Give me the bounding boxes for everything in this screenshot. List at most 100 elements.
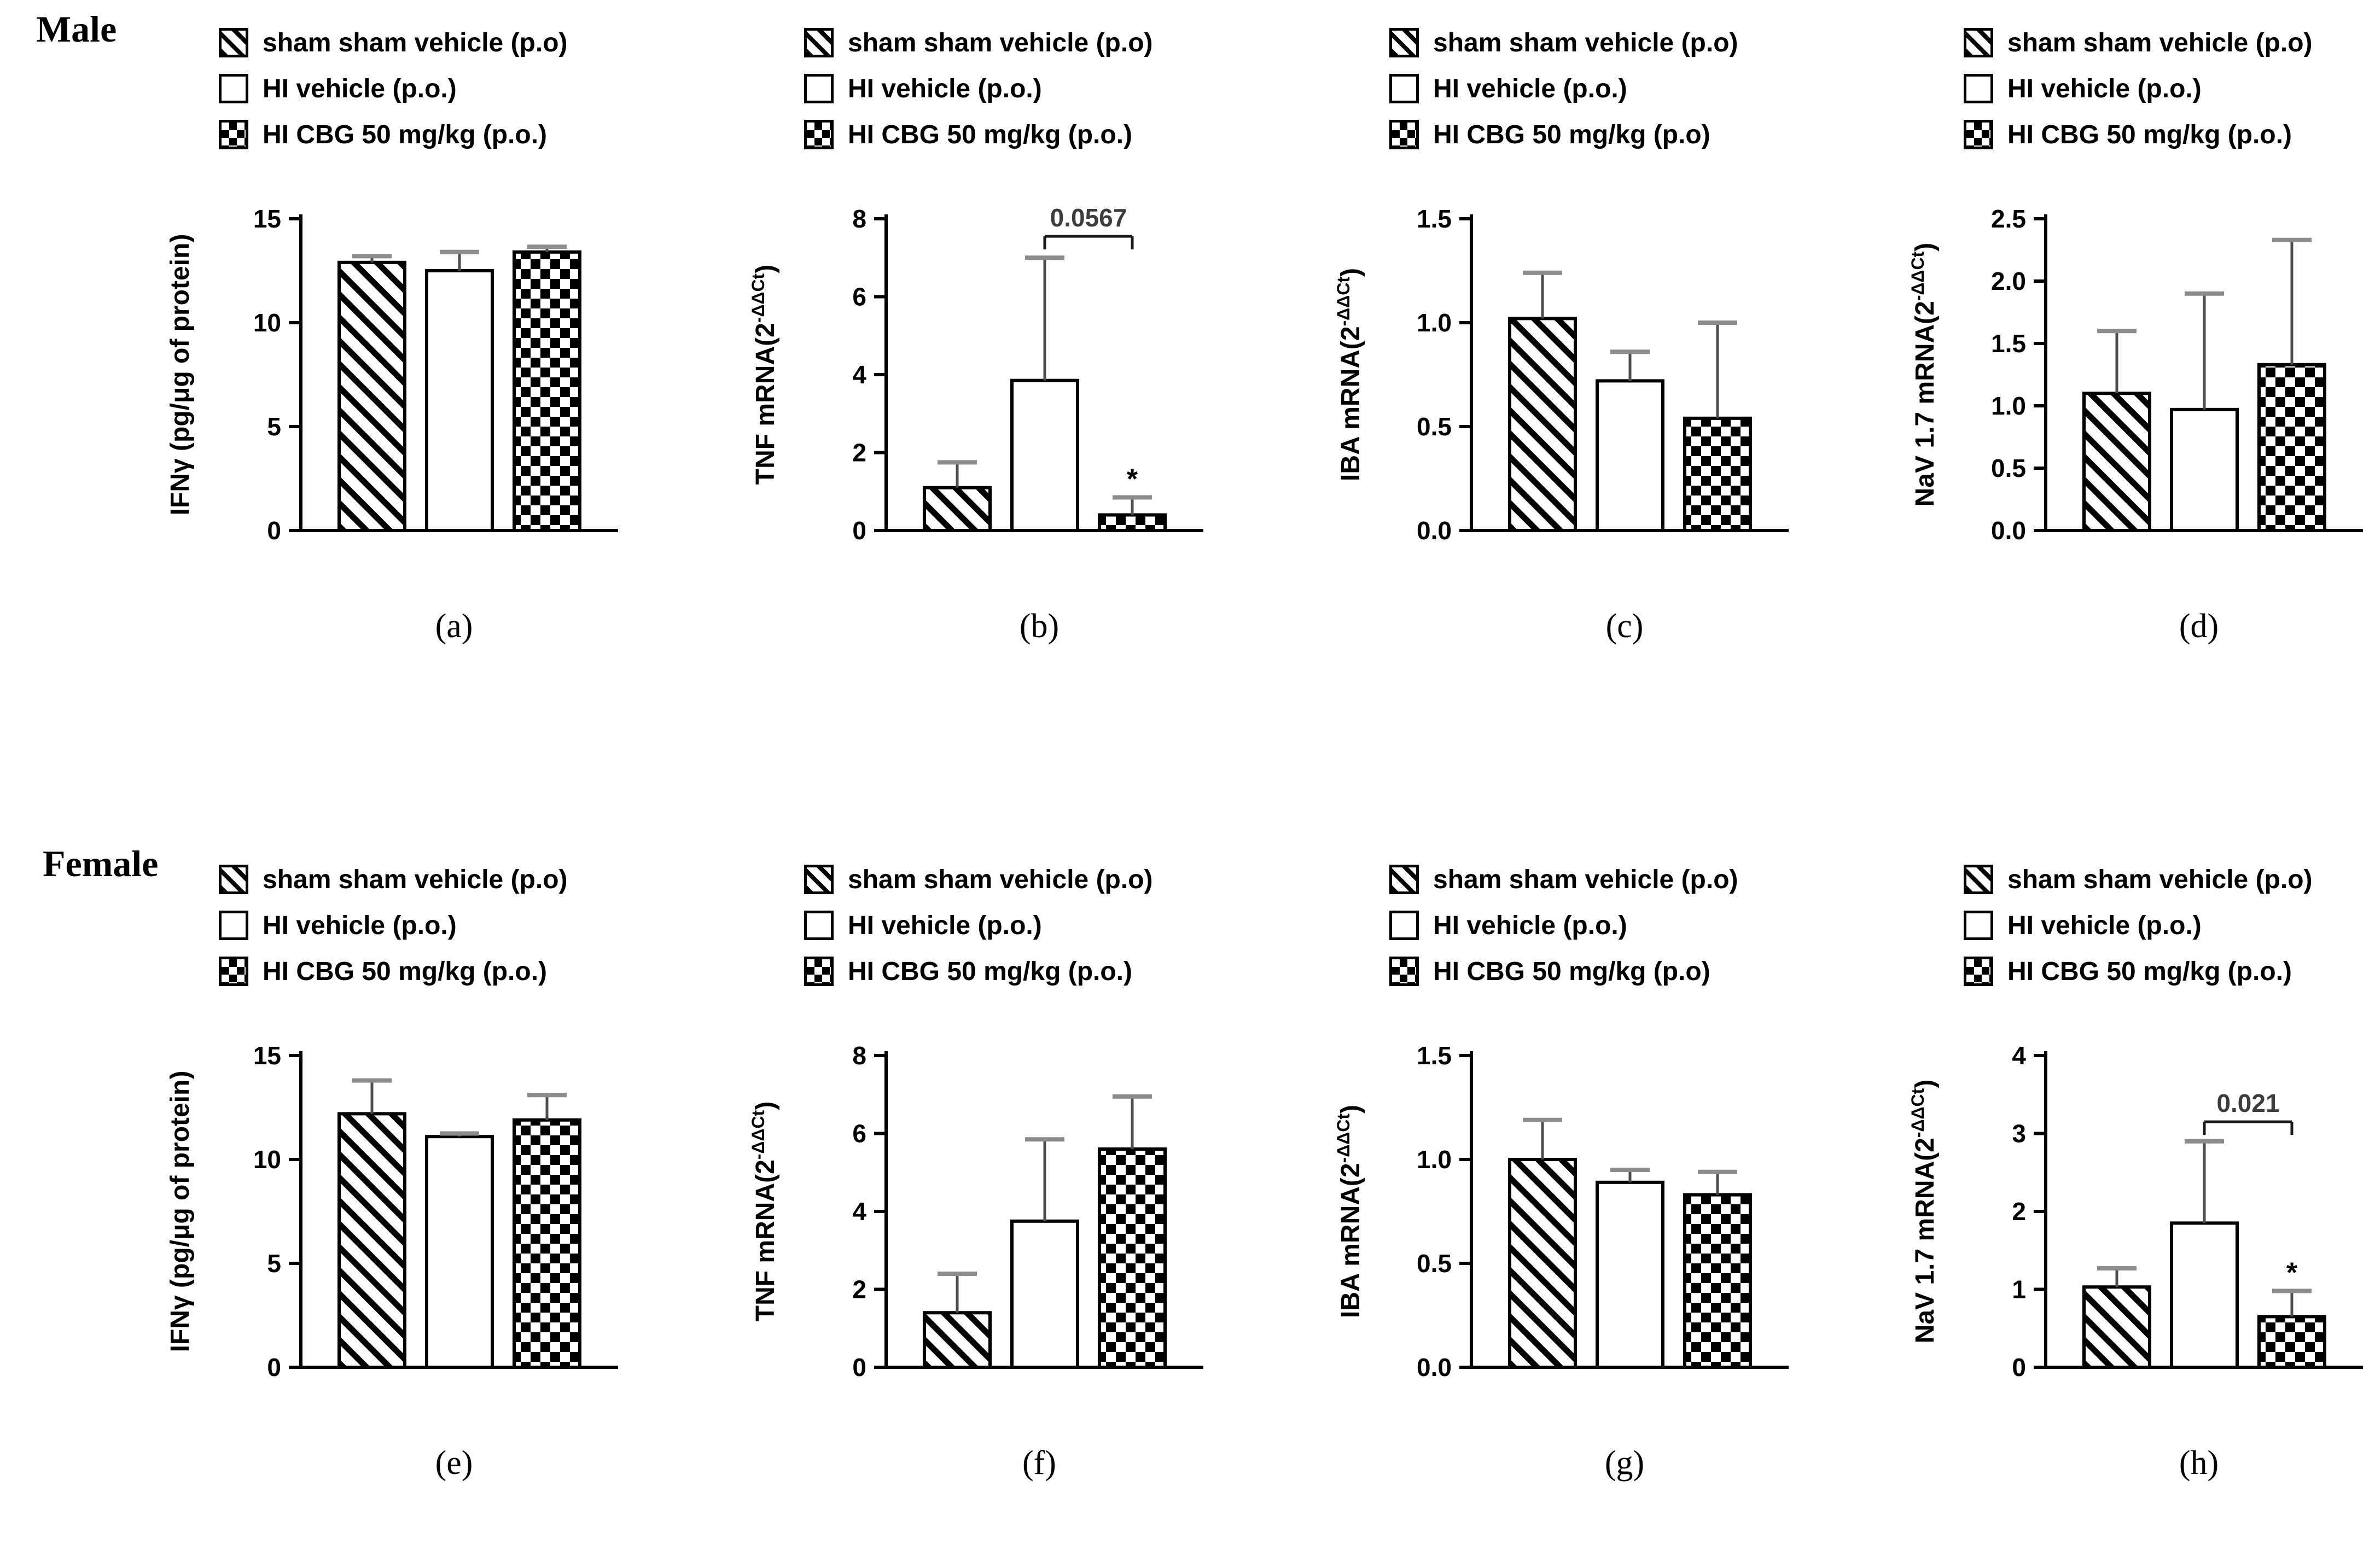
y-tick-label: 1.5 <box>1417 1041 1452 1070</box>
section-title-male: Male <box>36 8 117 50</box>
legend-label: HI CBG 50 mg/kg (p.o.) <box>263 120 548 149</box>
y-tick-label: 0.0 <box>1417 516 1452 545</box>
chart-svg: 0 2 4 6 8 TNF mRNA(2-ΔΔCt) <box>748 1041 1203 1382</box>
legend: sham sham vehicle (p.o) HI vehicle (p.o.)… <box>219 27 568 165</box>
y-tick-label: 1.0 <box>1991 392 2026 420</box>
bar <box>923 1311 992 1369</box>
y-axis-label: TNF mRNA(2-ΔΔCt) <box>748 265 780 485</box>
bar-chart-a: 0 5 10 15 IFNγ (pg/μg of protein) <box>137 180 684 574</box>
diagonal-stripes-swatch <box>1389 865 1419 894</box>
legend-label: HI vehicle (p.o.) <box>263 911 457 940</box>
bar-chart-f: 0 2 4 6 8 TNF mRNA(2-ΔΔCt) <box>722 1017 1269 1411</box>
checkerboard-swatch <box>1964 120 1993 149</box>
plain-white-swatch <box>804 911 834 940</box>
legend-label: HI CBG 50 mg/kg (p.o.) <box>263 957 548 986</box>
plain-white-swatch <box>1389 911 1419 940</box>
bar-chart-d: 0.0 0.5 1.0 1.5 2.0 2.5 NaV 1.7 mRNA(2-ΔΔCt) <box>1882 180 2375 574</box>
legend-label: sham sham vehicle (p.o) <box>263 865 568 894</box>
chart-svg: 0 2 4 6 8 TNF mRNA(2-ΔΔCt) 0.0567 * <box>748 203 1203 545</box>
plain-white-swatch <box>804 74 834 103</box>
legend-label: sham sham vehicle (p.o) <box>2007 865 2313 894</box>
panel-letter: (c) <box>1605 608 1644 645</box>
y-tick-label: 0 <box>267 1353 281 1382</box>
legend-label: HI CBG 50 mg/kg (p.o) <box>1433 957 1710 986</box>
legend-item: HI CBG 50 mg/kg (p.o.) <box>804 119 1153 150</box>
y-tick-label: 10 <box>253 1145 281 1174</box>
legend: sham sham vehicle (p.o) HI vehicle (p.o.)… <box>1389 864 1738 1002</box>
y-tick-label: 2.0 <box>1991 267 2026 295</box>
legend-label: HI vehicle (p.o.) <box>1433 911 1627 940</box>
legend-item: sham sham vehicle (p.o) <box>804 27 1153 58</box>
legend-label: HI vehicle (p.o.) <box>263 74 457 103</box>
bar-chart-c: 0.0 0.5 1.0 1.5 IBA mRNA(2-ΔΔCt) <box>1307 180 1854 574</box>
panel-letter: (h) <box>2179 1444 2219 1482</box>
bar <box>1683 416 1752 532</box>
bar <box>1508 317 1577 532</box>
y-tick-label: 0 <box>852 516 866 545</box>
bar <box>1683 1193 1752 1369</box>
chart-svg: 0 1 2 3 4 NaV 1.7 mRNA(2-ΔΔCt) 0.021 * <box>1908 1041 2363 1382</box>
panel-letter: (d) <box>2179 608 2219 645</box>
diagonal-stripes-swatch <box>219 865 248 894</box>
y-tick-label: 8 <box>852 1041 866 1070</box>
y-tick-label: 2 <box>852 1275 866 1304</box>
panel-b: sham sham vehicle (p.o) HI vehicle (p.o.)… <box>722 22 1269 788</box>
chart-svg: 0 5 10 15 IFNγ (pg/μg of protein) <box>166 205 618 545</box>
checkerboard-swatch <box>1964 957 1993 986</box>
y-axis-label: NaV 1.7 mRNA(2-ΔΔCt) <box>1908 243 1940 507</box>
bar <box>337 1112 406 1369</box>
y-tick-label: 15 <box>253 205 281 233</box>
legend-item: HI CBG 50 mg/kg (p.o.) <box>1964 119 2313 150</box>
y-tick-label: 2 <box>2012 1197 2026 1226</box>
y-axis-label: IBA mRNA(2-ΔΔCt) <box>1334 1105 1365 1318</box>
y-tick-label: 0.5 <box>1417 412 1452 441</box>
y-tick-label: 2.5 <box>1991 205 2026 233</box>
bar <box>1010 378 1079 532</box>
p-value-label: 0.021 <box>2216 1089 2279 1117</box>
checkerboard-swatch <box>804 120 834 149</box>
y-tick-label: 6 <box>852 283 866 311</box>
y-tick-label: 0.0 <box>1991 516 2026 545</box>
panel-c: sham sham vehicle (p.o) HI vehicle (p.o.)… <box>1307 22 1854 788</box>
plain-white-swatch <box>1964 74 1993 103</box>
bar <box>1098 513 1167 532</box>
checkerboard-swatch <box>804 957 834 986</box>
y-axis-label: IFNγ (pg/μg of protein) <box>166 1071 195 1353</box>
legend-item: sham sham vehicle (p.o) <box>804 864 1153 895</box>
y-axis-label: NaV 1.7 mRNA(2-ΔΔCt) <box>1908 1080 1940 1344</box>
legend: sham sham vehicle (p.o) HI vehicle (p.o.)… <box>804 864 1153 1002</box>
significance-star: * <box>2286 1257 2298 1289</box>
legend-item: sham sham vehicle (p.o) <box>1964 27 2313 58</box>
legend-item: sham sham vehicle (p.o) <box>219 27 568 58</box>
bar <box>2257 363 2326 532</box>
checkerboard-swatch <box>219 120 248 149</box>
panel-f: sham sham vehicle (p.o) HI vehicle (p.o.)… <box>722 859 1269 1568</box>
legend-label: sham sham vehicle (p.o) <box>848 28 1153 57</box>
bar <box>2170 1221 2239 1369</box>
bar-chart-g: 0.0 0.5 1.0 1.5 IBA mRNA(2-ΔΔCt) <box>1307 1017 1854 1411</box>
p-value-label: 0.0567 <box>1050 203 1127 232</box>
panel-letter: (f) <box>1022 1444 1056 1482</box>
y-tick-label: 5 <box>267 1249 281 1278</box>
section-title-female: Female <box>43 843 159 884</box>
legend-label: sham sham vehicle (p.o) <box>1433 28 1738 57</box>
y-tick-label: 0 <box>267 516 281 545</box>
chart-svg: 0.0 0.5 1.0 1.5 IBA mRNA(2-ΔΔCt) <box>1334 1041 1789 1382</box>
y-tick-label: 4 <box>852 360 866 389</box>
legend-item: sham sham vehicle (p.o) <box>1389 864 1738 895</box>
bar <box>1596 1180 1664 1369</box>
legend-label: sham sham vehicle (p.o) <box>2007 28 2313 57</box>
legend-item: HI CBG 50 mg/kg (p.o) <box>1389 119 1738 150</box>
panel-letter: (a) <box>435 608 473 645</box>
bar-chart-e: 0 5 10 15 IFNγ (pg/μg of protein) <box>137 1017 684 1411</box>
panel-letter: (g) <box>1604 1444 1645 1482</box>
panel-letter: (b) <box>1019 608 1060 645</box>
bar <box>425 269 494 532</box>
bar <box>513 1118 581 1369</box>
significance-star: * <box>1127 463 1138 495</box>
legend-label: HI CBG 50 mg/kg (p.o.) <box>848 120 1133 149</box>
legend: sham sham vehicle (p.o) HI vehicle (p.o.)… <box>219 864 568 1002</box>
panel-g: sham sham vehicle (p.o) HI vehicle (p.o.)… <box>1307 859 1854 1568</box>
legend: sham sham vehicle (p.o) HI vehicle (p.o.)… <box>1964 864 2313 1002</box>
